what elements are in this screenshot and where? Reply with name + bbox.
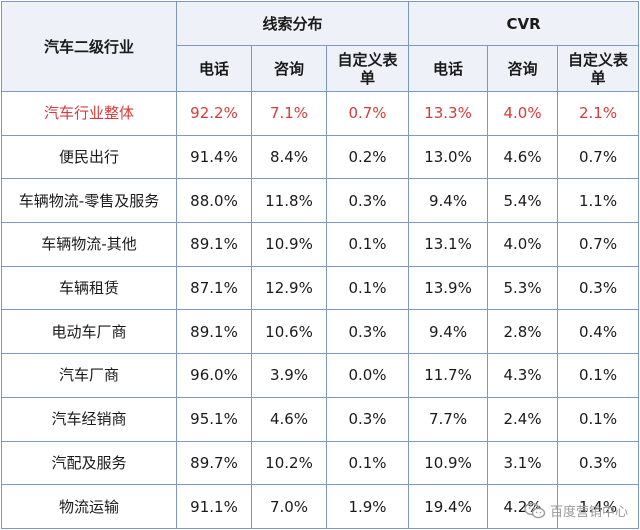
cell-cvr-phone: 13.9% xyxy=(408,265,489,311)
table-row: 物流运输 91.1% 7.0% 1.9% 19.4% 4.2% 1.4% xyxy=(1,484,640,529)
cell-cvr-phone: 11.7% xyxy=(408,353,489,398)
subcol-cvr-consult: 咨询 xyxy=(487,45,559,92)
cell-cvr-phone: 13.3% xyxy=(408,91,489,136)
cell-leads-custom-form: 0.3% xyxy=(325,396,410,442)
cell-leads-consult: 10.9% xyxy=(251,222,327,267)
cell-cvr-custom-form: 0.3% xyxy=(557,440,640,486)
cell-cvr-custom-form: 0.1% xyxy=(557,353,640,398)
watermark-text: 百度营销中心 xyxy=(549,505,628,520)
header-row-subcols: 电话 咨询 自定义表 单 电话 咨询 自定义表 单 xyxy=(2,45,640,92)
cell-cvr-custom-form: 0.4% xyxy=(557,309,640,355)
cell-leads-consult: 10.6% xyxy=(251,309,327,355)
cell-leads-consult: 10.2% xyxy=(251,440,327,486)
row-category: 汽车经销商 xyxy=(1,396,177,442)
header-row-label: 汽车二级行业 xyxy=(1,1,177,92)
cell-cvr-custom-form: 0.7% xyxy=(557,222,640,267)
header-row-groups: 汽车二级行业 线索分布 CVR xyxy=(1,1,640,92)
cell-cvr-custom-form: 0.3% xyxy=(557,265,640,311)
cell-cvr-consult: 5.4% xyxy=(487,178,559,224)
cell-cvr-custom-form: 2.1% xyxy=(557,91,640,136)
cell-leads-consult: 8.4% xyxy=(251,134,327,180)
cell-leads-consult: 3.9% xyxy=(251,353,327,398)
subcol-cvr-phone: 电话 xyxy=(408,45,489,92)
cell-cvr-consult: 4.0% xyxy=(487,222,559,267)
table-row: 车辆物流-其他 89.1% 10.9% 0.1% 13.1% 4.0% 0.7% xyxy=(1,222,640,267)
row-category: 车辆物流-零售及服务 xyxy=(1,178,177,224)
cell-cvr-phone: 9.4% xyxy=(408,309,489,355)
cell-leads-phone: 89.1% xyxy=(176,309,252,355)
table-row: 便民出行 91.4% 8.4% 0.2% 13.0% 4.6% 0.7% xyxy=(1,134,640,180)
cell-cvr-phone: 9.4% xyxy=(408,178,489,224)
cell-leads-consult: 7.1% xyxy=(251,91,327,136)
cell-cvr-consult: 2.4% xyxy=(487,396,559,442)
cell-leads-phone: 89.7% xyxy=(176,440,252,486)
cell-cvr-phone: 10.9% xyxy=(408,440,489,486)
cell-leads-phone: 92.2% xyxy=(176,91,252,136)
cell-leads-consult: 4.6% xyxy=(251,396,327,442)
cell-leads-custom-form: 0.1% xyxy=(325,440,410,486)
row-category: 汽车厂商 xyxy=(1,353,177,398)
cell-leads-consult: 12.9% xyxy=(251,265,327,311)
cell-cvr-phone: 13.1% xyxy=(408,222,489,267)
cell-cvr-consult: 3.1% xyxy=(487,440,559,486)
table-row: 车辆物流-零售及服务 88.0% 11.8% 0.3% 9.4% 5.4% 1.1% xyxy=(1,178,640,224)
cell-cvr-custom-form: 0.7% xyxy=(557,134,640,180)
subcol-cvr-custom-form: 自定义表 单 xyxy=(557,45,640,92)
row-category: 汽车行业整体 xyxy=(1,91,177,136)
row-category: 车辆租赁 xyxy=(1,265,177,311)
cell-leads-custom-form: 1.9% xyxy=(325,484,410,529)
cell-leads-custom-form: 0.3% xyxy=(325,309,410,355)
cell-cvr-consult: 4.0% xyxy=(487,91,559,136)
watermark: 百度营销中心 xyxy=(524,501,628,520)
cell-cvr-custom-form: 1.1% xyxy=(557,178,640,224)
cell-leads-custom-form: 0.1% xyxy=(325,265,410,311)
cell-cvr-custom-form: 0.1% xyxy=(557,396,640,442)
table-row: 汽车行业整体 92.2% 7.1% 0.7% 13.3% 4.0% 2.1% xyxy=(1,91,640,136)
cell-leads-phone: 89.1% xyxy=(176,222,252,267)
cell-leads-custom-form: 0.1% xyxy=(325,222,410,267)
cell-leads-phone: 87.1% xyxy=(176,265,252,311)
row-category: 物流运输 xyxy=(1,484,177,529)
subcol-leads-phone: 电话 xyxy=(176,45,252,92)
table-row: 汽车经销商 95.1% 4.6% 0.3% 7.7% 2.4% 0.1% xyxy=(1,396,640,442)
cell-leads-consult: 7.0% xyxy=(251,484,327,529)
cell-cvr-phone: 7.7% xyxy=(408,396,489,442)
cell-leads-consult: 11.8% xyxy=(251,178,327,224)
wechat-icon xyxy=(524,502,546,518)
row-category: 电动车厂商 xyxy=(1,309,177,355)
cell-cvr-phone: 13.0% xyxy=(408,134,489,180)
table-row: 电动车厂商 89.1% 10.6% 0.3% 9.4% 2.8% 0.4% xyxy=(1,309,640,355)
cell-cvr-consult: 4.6% xyxy=(487,134,559,180)
subcol-leads-consult: 咨询 xyxy=(251,45,327,92)
cell-leads-phone: 91.1% xyxy=(176,484,252,529)
row-category: 汽配及服务 xyxy=(1,440,177,486)
cell-leads-custom-form: 0.0% xyxy=(325,353,410,398)
cell-cvr-consult: 4.2% xyxy=(487,484,559,529)
row-category: 车辆物流-其他 xyxy=(1,222,177,267)
header-group-leads: 线索分布 xyxy=(175,1,410,46)
subcol-leads-custom-form: 自定义表 单 xyxy=(325,45,410,92)
cell-leads-phone: 95.1% xyxy=(176,396,252,442)
cell-cvr-phone: 19.4% xyxy=(408,484,489,529)
table-row: 汽配及服务 89.7% 10.2% 0.1% 10.9% 3.1% 0.3% xyxy=(1,440,640,486)
cell-leads-custom-form: 0.2% xyxy=(325,134,410,180)
cell-leads-phone: 96.0% xyxy=(176,353,252,398)
header-group-cvr: CVR xyxy=(408,1,640,46)
cell-leads-phone: 88.0% xyxy=(176,178,252,224)
cell-cvr-consult: 2.8% xyxy=(487,309,559,355)
table-row: 汽车厂商 96.0% 3.9% 0.0% 11.7% 4.3% 0.1% xyxy=(1,353,640,398)
cell-leads-custom-form: 0.7% xyxy=(325,91,410,136)
cell-leads-phone: 91.4% xyxy=(176,134,252,180)
row-category: 便民出行 xyxy=(1,134,177,180)
table-row: 车辆租赁 87.1% 12.9% 0.1% 13.9% 5.3% 0.3% xyxy=(1,265,640,311)
cell-cvr-custom-form: 1.4% xyxy=(557,484,640,529)
cell-cvr-consult: 4.3% xyxy=(487,353,559,398)
cell-cvr-consult: 5.3% xyxy=(487,265,559,311)
cell-leads-custom-form: 0.3% xyxy=(325,178,410,224)
